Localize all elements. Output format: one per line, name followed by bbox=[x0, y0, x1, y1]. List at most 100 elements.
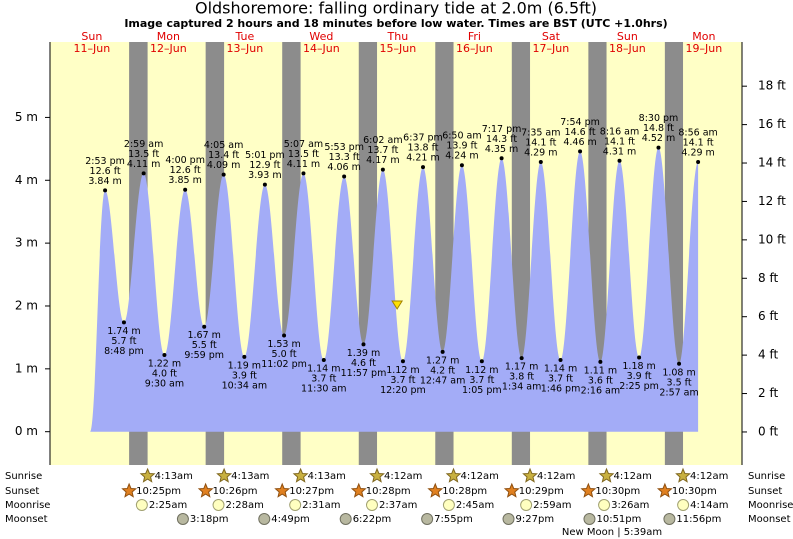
height-label: 1.11 m bbox=[584, 365, 617, 376]
height-ft-label: 12.6 ft bbox=[170, 165, 201, 176]
y2-tick-label: 8 ft bbox=[758, 271, 778, 285]
astro-time: 2:37am bbox=[379, 500, 417, 511]
astro-time: 2:59am bbox=[533, 500, 571, 511]
time-label: 8:16 am bbox=[600, 126, 639, 137]
sunset-icon bbox=[121, 482, 138, 498]
astro-time: 10:29pm bbox=[519, 486, 564, 497]
time-label: 5:07 am bbox=[284, 139, 323, 150]
height-ft-label: 13.9 ft bbox=[446, 141, 477, 152]
height-ft-label: 12.9 ft bbox=[249, 160, 280, 171]
y-tick-label: 3 m bbox=[15, 236, 38, 250]
height-label: 1.17 m bbox=[505, 362, 538, 373]
moonset-icon bbox=[176, 513, 189, 525]
height-ft-label: 13.7 ft bbox=[367, 145, 398, 156]
astro-time: 6:22pm bbox=[353, 514, 392, 525]
row-label-left: Moonrise bbox=[5, 500, 50, 511]
y2-tick-label: 16 ft bbox=[758, 117, 786, 131]
sunrise-icon bbox=[216, 467, 233, 483]
moonrise-icon bbox=[289, 499, 302, 511]
time-label: 5:53 pm bbox=[324, 142, 364, 153]
height-label: 4.09 m bbox=[207, 160, 240, 171]
time-label: 9:30 am bbox=[145, 379, 184, 390]
astro-time: 4:14am bbox=[690, 500, 728, 511]
height-label: 1.19 m bbox=[228, 360, 261, 371]
astro-time: 10:30pm bbox=[595, 486, 640, 497]
sunset-icon bbox=[197, 482, 214, 498]
time-label: 1:34 am bbox=[502, 382, 541, 393]
time-label: 8:56 am bbox=[678, 128, 717, 139]
time-label: 8:30 pm bbox=[639, 113, 679, 124]
astro-time: 4:12am bbox=[461, 471, 499, 482]
astro-time: 10:30pm bbox=[672, 486, 717, 497]
height-label: 1.12 m bbox=[386, 365, 419, 376]
height-label: 4.21 m bbox=[406, 153, 439, 164]
astro-time: 2:45am bbox=[456, 500, 494, 511]
extreme-point bbox=[578, 149, 583, 154]
y-tick-label: 0 m bbox=[15, 424, 38, 438]
sunset-icon bbox=[350, 482, 367, 498]
height-label: 4.17 m bbox=[366, 155, 399, 166]
moonrise-icon bbox=[212, 499, 225, 511]
astro-time: 11:56pm bbox=[676, 514, 721, 525]
height-ft-label: 3.7 ft bbox=[548, 374, 573, 385]
sunrise-icon bbox=[522, 467, 538, 483]
time-label: 6:50 am bbox=[442, 131, 481, 142]
moonset-icon bbox=[258, 513, 271, 525]
height-label: 4.46 m bbox=[563, 137, 596, 148]
time-label: 2:59 am bbox=[124, 139, 163, 150]
time-label: 9:59 pm bbox=[184, 350, 224, 361]
height-ft-label: 5.5 ft bbox=[192, 340, 217, 351]
row-label-right: Sunrise bbox=[748, 471, 785, 482]
height-label: 4.11 m bbox=[287, 159, 320, 170]
sunrise-icon bbox=[139, 467, 156, 483]
height-ft-label: 5.7 ft bbox=[111, 336, 136, 347]
y2-tick-label: 4 ft bbox=[758, 348, 778, 362]
height-label: 4.29 m bbox=[524, 148, 557, 159]
date-label: 15–Jun bbox=[380, 42, 417, 55]
astro-time: 4:13am bbox=[155, 471, 193, 482]
moonset-icon bbox=[421, 513, 434, 525]
date-label: 14–Jun bbox=[303, 42, 340, 55]
height-ft-label: 5.0 ft bbox=[272, 349, 297, 360]
height-ft-label: 13.5 ft bbox=[288, 149, 319, 160]
row-label-right: Moonrise bbox=[748, 500, 793, 511]
extreme-point bbox=[538, 160, 543, 165]
extreme-point bbox=[221, 172, 226, 177]
chart-title: Oldshoremore: falling ordinary tide at 2… bbox=[195, 0, 597, 18]
chart-subtitle: Image captured 2 hours and 18 minutes be… bbox=[124, 17, 667, 30]
extreme-point bbox=[598, 359, 603, 364]
day-label: Sun bbox=[617, 30, 638, 43]
height-label: 1.53 m bbox=[267, 339, 300, 350]
sunrise-icon bbox=[675, 467, 691, 483]
height-ft-label: 12.6 ft bbox=[90, 166, 121, 177]
time-label: 11:02 pm bbox=[261, 359, 307, 370]
height-ft-label: 14.6 ft bbox=[565, 127, 596, 138]
extreme-point bbox=[103, 188, 108, 193]
time-label: 4:05 am bbox=[204, 140, 243, 151]
astro-time: 3:18pm bbox=[190, 514, 229, 525]
height-label: 1.12 m bbox=[465, 365, 498, 376]
time-label: 12:47 am bbox=[420, 375, 465, 386]
astro-time: 10:25pm bbox=[136, 486, 181, 497]
height-ft-label: 4.2 ft bbox=[430, 365, 455, 376]
time-label: 5:01 pm bbox=[245, 150, 285, 161]
moonset-icon bbox=[502, 513, 515, 525]
day-label: Mon bbox=[157, 30, 180, 43]
sunset-icon bbox=[503, 482, 520, 498]
height-label: 1.27 m bbox=[426, 355, 459, 366]
height-label: 3.85 m bbox=[168, 175, 201, 186]
height-ft-label: 3.7 ft bbox=[311, 374, 336, 385]
extreme-point bbox=[479, 359, 484, 364]
time-label: 6:02 am bbox=[363, 135, 402, 146]
astro-time: 4:12am bbox=[690, 471, 728, 482]
y-tick-label: 4 m bbox=[15, 173, 38, 187]
date-label: 17–Jun bbox=[533, 42, 570, 55]
y2-tick-label: 2 ft bbox=[758, 386, 778, 400]
y2-tick-label: 14 ft bbox=[758, 156, 786, 170]
height-label: 1.18 m bbox=[622, 361, 655, 372]
day-label: Tue bbox=[234, 30, 254, 43]
extreme-point bbox=[141, 171, 146, 176]
height-ft-label: 13.8 ft bbox=[407, 143, 438, 154]
row-label-left: Sunrise bbox=[5, 471, 42, 482]
time-label: 7:35 am bbox=[521, 128, 560, 139]
